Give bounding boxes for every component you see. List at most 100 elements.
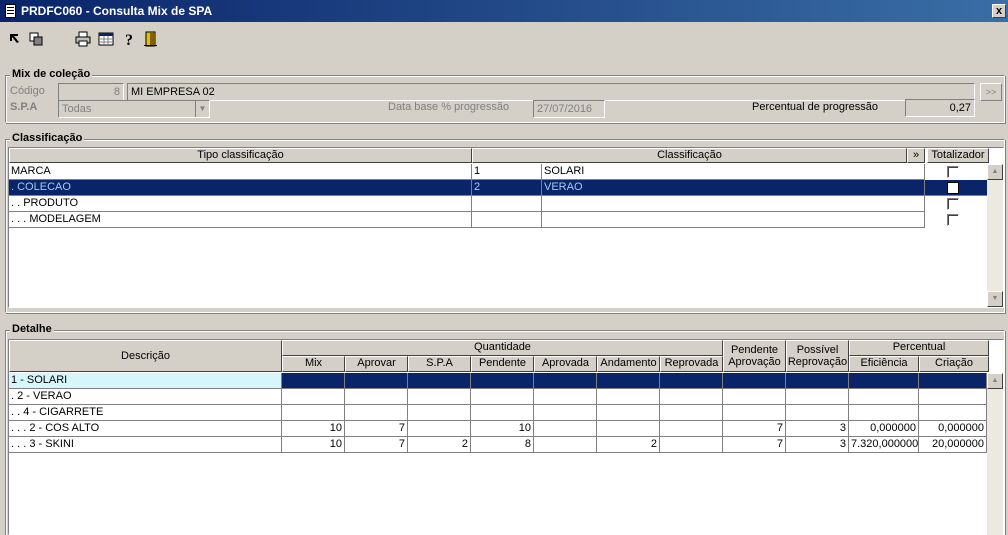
value-cell[interactable]: [408, 405, 471, 421]
name-cell[interactable]: VERAO: [542, 180, 925, 196]
value-cell[interactable]: 3: [786, 437, 849, 453]
value-cell[interactable]: [660, 421, 723, 437]
value-cell[interactable]: [919, 405, 987, 421]
name-cell[interactable]: SOLARI: [542, 164, 925, 180]
codigo-field[interactable]: 8: [58, 83, 124, 101]
col-header-andamento[interactable]: Andamento: [597, 356, 660, 372]
empresa-lookup-button[interactable]: >>: [980, 83, 1002, 101]
value-cell[interactable]: [660, 389, 723, 405]
col-header-reprovada[interactable]: Reprovada: [660, 356, 723, 372]
exit-door-icon[interactable]: [142, 30, 160, 48]
col-header-criacao[interactable]: Criação: [919, 356, 989, 372]
value-cell[interactable]: [282, 405, 345, 421]
percentual-field[interactable]: 0,27: [905, 99, 975, 117]
value-cell[interactable]: [345, 405, 408, 421]
value-cell[interactable]: [849, 373, 919, 389]
code-cell[interactable]: 1: [472, 164, 542, 180]
printer-icon[interactable]: [74, 30, 92, 48]
value-cell[interactable]: [597, 389, 660, 405]
value-cell[interactable]: [786, 373, 849, 389]
totalizador-checkbox[interactable]: [947, 166, 959, 178]
value-cell[interactable]: 8: [471, 437, 534, 453]
empresa-field[interactable]: MI EMPRESA 02: [127, 83, 975, 101]
expand-icon[interactable]: [6, 30, 24, 48]
descricao-cell[interactable]: . . 4 - CIGARRETE: [9, 405, 282, 421]
col-header-classificacao[interactable]: Classificação: [472, 148, 907, 163]
descricao-cell[interactable]: . . . 2 - COS ALTO: [9, 421, 282, 437]
spa-select[interactable]: Todas ▼: [58, 100, 210, 118]
value-cell[interactable]: [723, 373, 786, 389]
value-cell[interactable]: [534, 373, 597, 389]
value-cell[interactable]: 2: [597, 437, 660, 453]
value-cell[interactable]: 3: [786, 421, 849, 437]
value-cell[interactable]: 20,000000: [919, 437, 987, 453]
value-cell[interactable]: [534, 437, 597, 453]
descricao-cell[interactable]: . . . 3 - SKINI: [9, 437, 282, 453]
value-cell[interactable]: [849, 389, 919, 405]
scroll-down-icon[interactable]: ▼: [987, 291, 1003, 307]
value-cell[interactable]: [534, 421, 597, 437]
value-cell[interactable]: [282, 373, 345, 389]
value-cell[interactable]: [597, 373, 660, 389]
col-header-mix[interactable]: Mix: [282, 356, 345, 372]
col-header-totalizador[interactable]: Totalizador: [927, 148, 989, 163]
value-cell[interactable]: [534, 405, 597, 421]
value-cell[interactable]: [471, 373, 534, 389]
col-header-aprovar[interactable]: Aprovar: [345, 356, 408, 372]
col-header-possivel-reprovacao[interactable]: Possível Reprovação: [786, 340, 849, 372]
close-button[interactable]: x: [992, 4, 1006, 18]
value-cell[interactable]: [919, 389, 987, 405]
spreadsheet-icon[interactable]: [97, 30, 115, 48]
value-cell[interactable]: [408, 373, 471, 389]
value-cell[interactable]: 2: [408, 437, 471, 453]
totalizador-checkbox[interactable]: [947, 214, 959, 226]
totalizador-checkbox[interactable]: [947, 198, 959, 210]
value-cell[interactable]: [660, 437, 723, 453]
col-header-pendente-aprovacao[interactable]: Pendente Aprovação: [723, 340, 786, 372]
value-cell[interactable]: [660, 405, 723, 421]
detalhe-scrollbar[interactable]: ▲: [987, 373, 1003, 535]
col-header-tipo[interactable]: Tipo classificação: [9, 148, 472, 163]
value-cell[interactable]: [345, 389, 408, 405]
value-cell[interactable]: 10: [282, 421, 345, 437]
tipo-cell[interactable]: MARCA: [9, 164, 472, 180]
value-cell[interactable]: [471, 389, 534, 405]
value-cell[interactable]: [534, 389, 597, 405]
value-cell[interactable]: 10: [471, 421, 534, 437]
col-header-spa[interactable]: S.P.A: [408, 356, 471, 372]
code-cell[interactable]: [472, 212, 542, 228]
scroll-up-icon[interactable]: ▲: [987, 164, 1003, 180]
value-cell[interactable]: [345, 373, 408, 389]
tipo-cell[interactable]: . . PRODUTO: [9, 196, 472, 212]
totalizador-checkbox[interactable]: [947, 182, 959, 194]
tipo-cell[interactable]: . COLECAO: [9, 180, 472, 196]
expand-columns-button[interactable]: »: [907, 148, 925, 163]
col-header-pendente[interactable]: Pendente: [471, 356, 534, 372]
value-cell[interactable]: [408, 421, 471, 437]
value-cell[interactable]: [723, 389, 786, 405]
value-cell[interactable]: [849, 405, 919, 421]
value-cell[interactable]: [919, 373, 987, 389]
col-header-eficiencia[interactable]: Eficiência: [849, 356, 919, 372]
value-cell[interactable]: [786, 405, 849, 421]
value-cell[interactable]: [660, 373, 723, 389]
classificacao-scrollbar[interactable]: ▲ ▼: [987, 164, 1003, 307]
collapse-icon[interactable]: [27, 30, 45, 48]
scroll-up-icon[interactable]: ▲: [987, 373, 1003, 389]
value-cell[interactable]: 7: [723, 437, 786, 453]
value-cell[interactable]: 7: [345, 421, 408, 437]
code-cell[interactable]: [472, 196, 542, 212]
value-cell[interactable]: [408, 389, 471, 405]
value-cell[interactable]: 0,000000: [919, 421, 987, 437]
value-cell[interactable]: 7: [723, 421, 786, 437]
value-cell[interactable]: 0,000000: [849, 421, 919, 437]
col-header-descricao[interactable]: Descrição: [9, 340, 282, 372]
descricao-cell[interactable]: 1 - SOLARI: [9, 373, 282, 389]
data-base-field[interactable]: 27/07/2016: [533, 100, 605, 118]
col-header-aprovada[interactable]: Aprovada: [534, 356, 597, 372]
name-cell[interactable]: [542, 196, 925, 212]
value-cell[interactable]: 7.320,000000: [849, 437, 919, 453]
value-cell[interactable]: [282, 389, 345, 405]
help-icon[interactable]: ?: [120, 30, 138, 48]
chevron-down-icon[interactable]: ▼: [195, 101, 209, 117]
